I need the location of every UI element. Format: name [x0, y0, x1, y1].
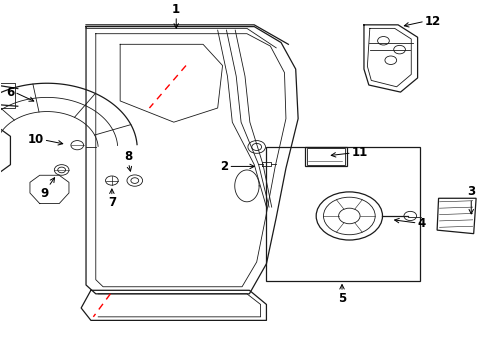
- Text: 2: 2: [220, 160, 228, 173]
- Text: 6: 6: [6, 86, 14, 99]
- Text: 8: 8: [124, 150, 132, 163]
- Text: 9: 9: [40, 186, 48, 199]
- Text: 3: 3: [466, 185, 474, 198]
- Text: 7: 7: [107, 197, 116, 210]
- Bar: [305, 147, 346, 166]
- Text: 4: 4: [417, 217, 425, 230]
- Text: 10: 10: [27, 133, 43, 147]
- Text: 1: 1: [172, 3, 180, 16]
- Text: 12: 12: [424, 15, 440, 28]
- Bar: [266, 147, 419, 282]
- Bar: [307, 148, 344, 165]
- Text: 11: 11: [351, 147, 367, 159]
- Text: 5: 5: [337, 292, 346, 305]
